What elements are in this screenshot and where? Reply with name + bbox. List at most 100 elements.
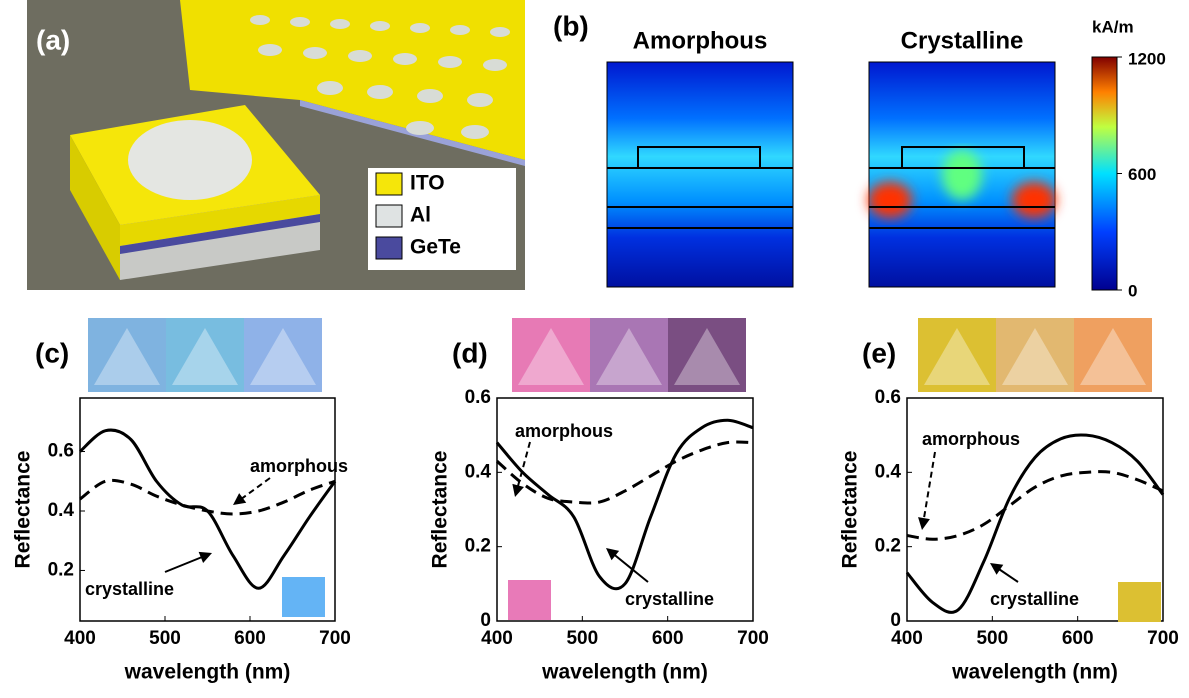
y-tick-label: 0.4 (875, 461, 902, 482)
colorbar (1091, 56, 1118, 291)
warning-sign (172, 328, 238, 385)
arrow-head (198, 551, 212, 564)
color-swatch (282, 577, 325, 617)
x-tick-label: 500 (976, 628, 1008, 649)
color-strip (996, 318, 1074, 392)
panel-label: (e) (862, 337, 896, 368)
x-tick-label: 400 (891, 628, 923, 649)
colorbar-tick-label: 0 (1128, 281, 1137, 300)
warning-sign (674, 328, 740, 385)
series-line (78, 428, 337, 590)
color-strip (918, 318, 996, 392)
color-strip (88, 318, 166, 392)
panel-label: (b) (553, 10, 589, 41)
color-strip (512, 318, 590, 392)
chip-disk (128, 120, 252, 200)
color-strip (166, 318, 244, 392)
annotation: crystalline (990, 589, 1079, 609)
color-swatch (1118, 582, 1161, 622)
y-tick-label: 0.2 (875, 536, 901, 557)
annotation-arrow (611, 552, 649, 583)
x-tick-label: 700 (319, 628, 351, 649)
plot-frame (79, 397, 336, 622)
map-title: Amorphous (633, 27, 768, 54)
y-tick-label: 0 (890, 610, 901, 631)
x-axis-label: wavelength (nm) (541, 661, 708, 684)
series-line (79, 478, 336, 516)
legend-swatch (375, 204, 403, 228)
x-tick-label: 500 (149, 628, 181, 649)
x-tick-label: 400 (481, 628, 513, 649)
plot-frame (906, 397, 1164, 622)
colorbar-tick-label: 1200 (1128, 49, 1166, 68)
x-tick-label: 400 (64, 628, 96, 649)
legend-label: ITO (410, 172, 445, 195)
series-line (905, 433, 1165, 614)
hotspots (868, 150, 1056, 218)
arrow-head (990, 563, 1004, 575)
legend-label: GeTe (410, 236, 461, 259)
x-tick-label: 600 (652, 628, 684, 649)
color-swatch (508, 580, 551, 620)
color-strip (244, 318, 322, 392)
map-title: Crystalline (901, 27, 1024, 54)
y-tick-label: 0.2 (48, 559, 74, 580)
color-strip (590, 318, 668, 392)
series-line (906, 470, 1164, 541)
heatmap (606, 61, 794, 288)
x-axis-label: wavelength (nm) (124, 661, 291, 684)
arrow-head (233, 493, 247, 505)
x-tick-label: 600 (1062, 628, 1094, 649)
x-tick-label: 700 (737, 628, 769, 649)
y-tick-label: 0 (480, 610, 491, 631)
warning-sign (924, 328, 990, 385)
panel-label: (a) (36, 24, 70, 55)
annotation-arrow (238, 477, 271, 502)
y-tick-label: 0.4 (48, 500, 75, 521)
series-line (496, 440, 754, 505)
y-axis-label: Reflectance (839, 451, 862, 569)
panel-label: (c) (35, 337, 69, 368)
panel-b: (b) Amorphous Crystalline kA/m (553, 10, 1134, 291)
y-tick-label: 0.4 (465, 461, 492, 482)
disks (250, 15, 510, 139)
y-axis-label: Reflectance (12, 451, 35, 569)
colorbar-tick-label: 600 (1128, 165, 1156, 184)
panel-label: (d) (452, 337, 488, 368)
y-tick-label: 0.6 (875, 387, 901, 408)
color-strip (668, 318, 746, 392)
colorbar-label: kA/m (1092, 17, 1134, 36)
warning-sign (250, 328, 316, 385)
annotation: amorphous (250, 456, 348, 476)
chip-ito (120, 195, 320, 246)
annotation-arrow (996, 566, 1019, 583)
outlines (607, 146, 1055, 229)
legend-label: Al (410, 204, 431, 227)
y-axis-label: Reflectance (429, 451, 452, 569)
x-tick-label: 600 (234, 628, 266, 649)
y-tick-label: 0.6 (48, 441, 74, 462)
color-strip (1074, 318, 1152, 392)
annotation-arrow (516, 441, 531, 490)
warning-sign (518, 328, 584, 385)
annotation: crystalline (625, 589, 714, 609)
warning-sign (1080, 328, 1146, 385)
x-tick-label: 500 (566, 628, 598, 649)
warning-sign (94, 328, 160, 385)
annotation-arrow (922, 451, 936, 523)
annotation-arrow (164, 555, 205, 573)
chip-left (70, 135, 120, 280)
legend-swatch (375, 236, 403, 260)
warning-sign (596, 328, 662, 385)
annotation: amorphous (922, 429, 1020, 449)
legend-swatch (375, 172, 403, 196)
warning-sign (1002, 328, 1068, 385)
y-tick-label: 0.2 (465, 536, 491, 557)
arrow-head (606, 548, 620, 561)
annotation: crystalline (85, 579, 174, 599)
arrow-head (512, 483, 524, 497)
chip-gete (120, 214, 320, 254)
ito-plane (180, 0, 525, 160)
annotation: amorphous (515, 421, 613, 441)
